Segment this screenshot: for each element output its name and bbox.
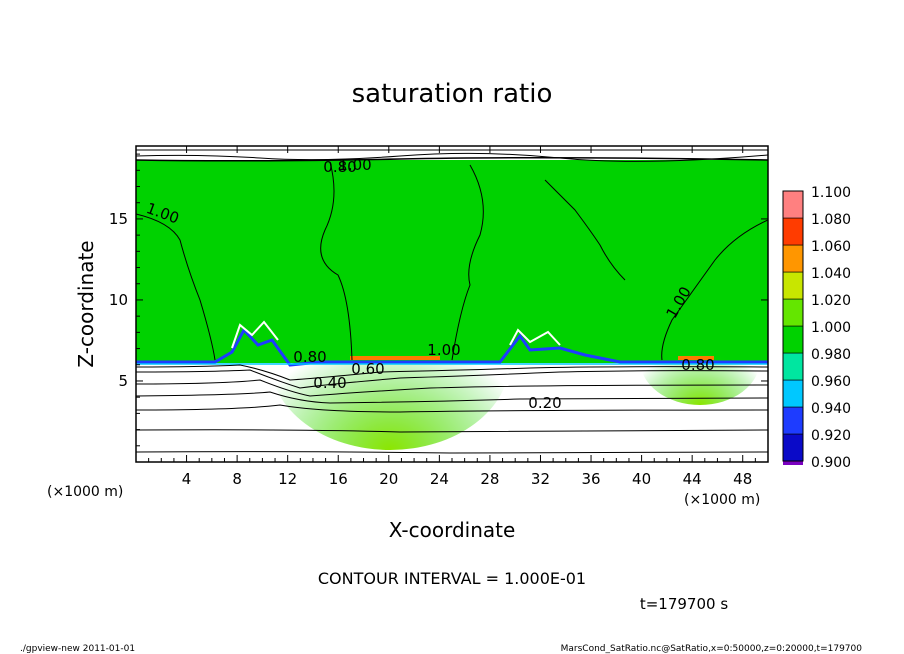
colorbar-swatch xyxy=(783,461,803,465)
saturation-band xyxy=(678,356,714,360)
colorbar-label: 1.080 xyxy=(811,212,851,228)
x-tick-label: 40 xyxy=(632,470,651,488)
colorbar-swatch xyxy=(782,406,804,435)
contour-label: 0.60 xyxy=(351,360,384,378)
colorbar-label: 0.920 xyxy=(811,428,851,444)
colorbar-label: 0.980 xyxy=(811,347,851,363)
contour-line xyxy=(136,364,768,381)
x-tick-label: 16 xyxy=(329,470,348,488)
contour-label: 0.80 xyxy=(681,356,714,374)
y-tick-label: 10 xyxy=(109,291,128,309)
contour-line xyxy=(320,161,353,361)
colorbar-label: 0.900 xyxy=(811,455,851,471)
contour-line xyxy=(136,451,768,454)
colorbar: 0.900 0.920 0.940 0.960 0.980 1.000 1.020 1.040… xyxy=(782,185,851,471)
colorbar-swatch xyxy=(782,433,804,462)
contour-line xyxy=(136,391,768,404)
colorbar-label: 1.040 xyxy=(811,266,851,282)
colorbar-label: 0.960 xyxy=(811,374,851,390)
x-axis: 4 8 12 16 20 24 28 32 36 40 44 48 xyxy=(148,146,756,488)
contour-label: 0.80 xyxy=(323,158,356,176)
layer-edge xyxy=(136,327,768,367)
colorbar-label: 1.060 xyxy=(811,239,851,255)
contour-line xyxy=(661,219,768,361)
colorbar-swatch xyxy=(782,244,804,273)
footer-left: ./gpview-new 2011-01-01 xyxy=(20,644,135,654)
contour-line xyxy=(136,152,768,162)
colorbar-swatch xyxy=(782,352,804,381)
x-tick-label: 24 xyxy=(430,470,449,488)
x-tick-label: 36 xyxy=(581,470,600,488)
colorbar-label: 1.000 xyxy=(811,320,851,336)
colorbar-label: 1.100 xyxy=(811,185,851,201)
contour-label: 0.40 xyxy=(313,374,346,392)
y-axis: 5 10 15 xyxy=(109,153,768,447)
x-tick-label: 8 xyxy=(232,470,242,488)
colorbar-swatch xyxy=(782,190,804,219)
x-unit-label-left: (×1000 m) xyxy=(47,484,123,500)
contour-label: 0.20 xyxy=(528,394,561,412)
y-tick-label: 15 xyxy=(109,210,128,228)
contour-line xyxy=(136,379,768,397)
x-axis-label: X-coordinate xyxy=(389,518,516,542)
contour-line xyxy=(451,164,484,361)
contour-label: 1.00 xyxy=(427,341,460,359)
x-tick-label: 28 xyxy=(480,470,499,488)
x-tick-label: 20 xyxy=(379,470,398,488)
contour-line xyxy=(136,213,216,361)
x-tick-label: 12 xyxy=(278,470,297,488)
colorbar-swatch xyxy=(782,217,804,246)
contour-label: 0.80 xyxy=(293,348,326,366)
colorbar-swatch xyxy=(782,379,804,408)
plume-edge xyxy=(509,328,561,346)
x-tick-label: 44 xyxy=(683,470,702,488)
contour-interval: CONTOUR INTERVAL = 1.000E-01 xyxy=(318,569,586,588)
colorbar-swatch xyxy=(782,298,804,327)
contour-line xyxy=(544,179,626,281)
chart-title: saturation ratio xyxy=(352,79,553,109)
x-tick-label: 4 xyxy=(182,470,192,488)
plume-edge xyxy=(231,320,279,349)
contour-line xyxy=(136,156,768,162)
contour-label: 1.00 xyxy=(338,156,371,174)
x-tick-label: 32 xyxy=(531,470,550,488)
colorbar-frame xyxy=(782,190,804,462)
plot-area xyxy=(136,146,768,462)
contour-line xyxy=(136,404,768,413)
contour-line xyxy=(136,429,768,433)
footer-right: MarsCond_SatRatio.nc@SatRatio,x=0:50000,… xyxy=(561,644,863,654)
colorbar-swatch xyxy=(782,271,804,300)
colorbar-swatch xyxy=(782,325,804,354)
x-tick-label: 48 xyxy=(733,470,752,488)
contour-line xyxy=(136,369,768,389)
x-unit-label: (×1000 m) xyxy=(684,492,760,508)
y-axis-label: Z-coordinate xyxy=(74,240,98,367)
colorbar-label: 0.940 xyxy=(811,401,851,417)
y-tick-label: 5 xyxy=(118,372,128,390)
colorbar-label: 1.020 xyxy=(811,293,851,309)
time-label: t=179700 s xyxy=(640,595,728,613)
saturation-band xyxy=(350,356,440,360)
